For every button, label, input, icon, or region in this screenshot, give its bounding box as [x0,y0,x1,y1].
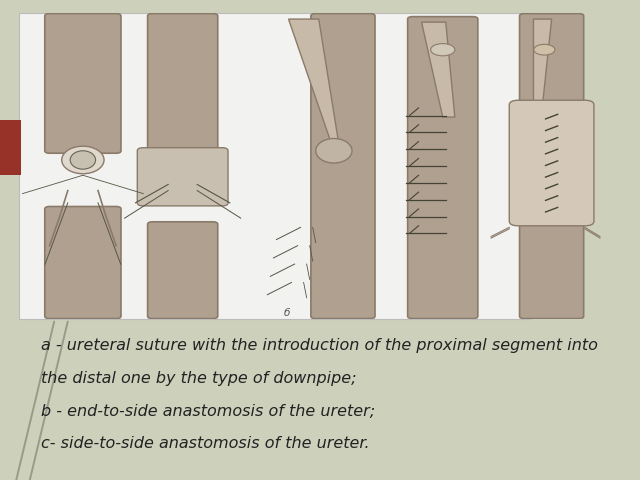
Ellipse shape [61,146,104,174]
Text: б: б [284,308,291,318]
Ellipse shape [316,139,352,163]
Text: the distal one by the type of downpipe;: the distal one by the type of downpipe; [41,371,356,386]
Text: c- side-to-side anastomosis of the ureter.: c- side-to-side anastomosis of the urete… [41,436,369,451]
Text: b - end-to-side anastomosis of the ureter;: b - end-to-side anastomosis of the urete… [41,404,375,419]
Text: в: в [444,308,450,318]
Text: a - ureteral suture with the introduction of the proximal segment into: a - ureteral suture with the introductio… [41,338,598,353]
FancyBboxPatch shape [520,13,584,319]
Polygon shape [422,22,455,117]
Polygon shape [289,19,340,151]
Ellipse shape [431,44,455,56]
FancyBboxPatch shape [148,222,218,319]
FancyBboxPatch shape [408,17,478,319]
Bar [0,120,20,175]
FancyBboxPatch shape [138,148,228,206]
Polygon shape [534,19,552,105]
Ellipse shape [534,44,555,55]
Ellipse shape [70,151,95,169]
FancyBboxPatch shape [509,100,594,226]
FancyBboxPatch shape [148,13,218,162]
Bar [19,13,531,319]
Text: а: а [76,308,82,318]
FancyBboxPatch shape [45,13,121,153]
FancyBboxPatch shape [45,206,121,319]
FancyBboxPatch shape [311,13,375,319]
